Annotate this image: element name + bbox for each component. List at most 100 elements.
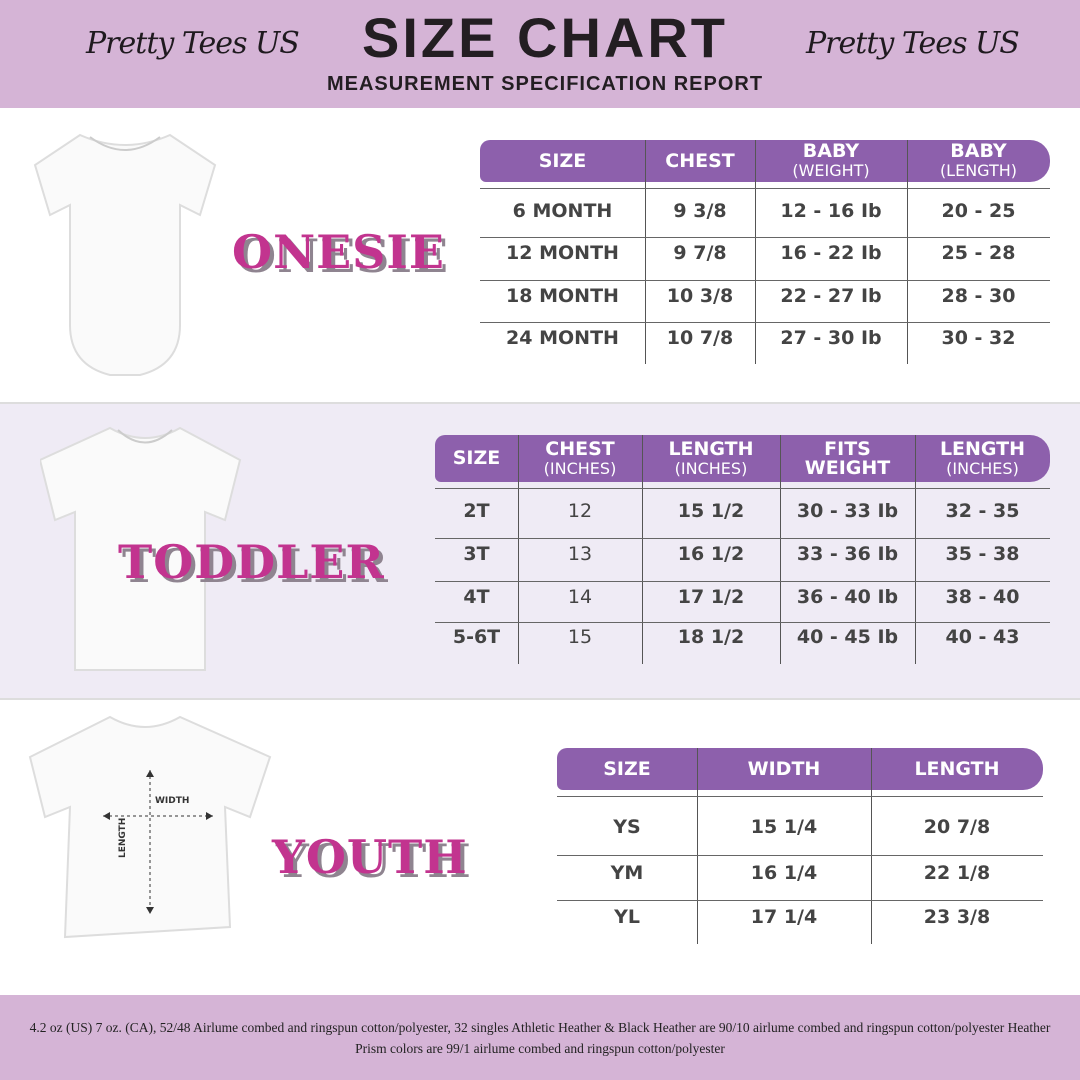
column-header: CHEST bbox=[645, 140, 755, 182]
table-cell: 15 1/4 bbox=[750, 816, 818, 838]
column-header: SIZE bbox=[435, 435, 518, 482]
column-divider bbox=[642, 435, 643, 664]
column-header-main: FITS bbox=[824, 437, 871, 460]
column-divider bbox=[871, 748, 872, 944]
table-cell: 20 - 25 bbox=[941, 200, 1016, 222]
table-cell: 13 bbox=[567, 543, 593, 565]
column-header-sub: (INCHES) bbox=[946, 458, 1019, 478]
column-header-main: LENGTH bbox=[668, 437, 754, 460]
row-divider bbox=[435, 622, 1050, 623]
column-divider bbox=[518, 435, 519, 664]
diagram-width-label: WIDTH bbox=[155, 796, 190, 806]
table-cell: 17 1/2 bbox=[677, 586, 745, 608]
column-header-main: LENGTH bbox=[914, 757, 1000, 780]
column-header: FITS WEIGHT bbox=[780, 435, 915, 482]
column-header-main: CHEST bbox=[545, 437, 615, 460]
row-divider bbox=[480, 280, 1050, 281]
column-header: SIZE bbox=[557, 748, 697, 790]
column-header-sub: WEIGHT bbox=[804, 456, 891, 479]
table-cell: 36 - 40 Ib bbox=[796, 586, 899, 608]
table-cell: 2T bbox=[463, 500, 490, 522]
column-header-sub: (INCHES) bbox=[674, 458, 748, 478]
toddler-tshirt-image bbox=[40, 426, 242, 671]
table-cell: 32 - 35 bbox=[945, 500, 1020, 522]
column-header-main: SIZE bbox=[603, 757, 651, 780]
header-banner: Pretty Tees US Pretty Tees US SIZE CHART… bbox=[0, 0, 1080, 108]
column-divider bbox=[780, 435, 781, 664]
row-divider bbox=[480, 237, 1050, 238]
table-cell: 27 - 30 Ib bbox=[780, 327, 882, 349]
column-header-main: SIZE bbox=[538, 149, 587, 172]
table-cell: 38 - 40 bbox=[945, 586, 1020, 608]
table-cell: 15 bbox=[567, 626, 593, 648]
table-cell: 18 1/2 bbox=[677, 626, 745, 648]
table-cell: 15 1/2 bbox=[677, 500, 745, 522]
column-header: LENGTH (INCHES) bbox=[642, 435, 780, 482]
table-cell: 12 - 16 Ib bbox=[780, 200, 882, 222]
table-cell: 16 1/4 bbox=[750, 862, 818, 884]
youth-table-header: SIZE WIDTH LENGTH bbox=[557, 748, 1043, 790]
column-divider bbox=[755, 140, 756, 364]
footer-banner: 4.2 oz (US) 7 oz. (CA), 52/48 Airlume co… bbox=[0, 995, 1080, 1080]
column-header: BABY (WEIGHT) bbox=[755, 140, 907, 182]
row-divider bbox=[435, 488, 1050, 489]
table-cell: 20 7/8 bbox=[923, 816, 991, 838]
onesie-table-header: SIZE CHEST BABY (WEIGHT) BABY (LENGTH) bbox=[480, 140, 1050, 182]
fabric-description: 4.2 oz (US) 7 oz. (CA), 52/48 Airlume co… bbox=[29, 1020, 1051, 1056]
column-header-main: CHEST bbox=[665, 149, 735, 172]
column-header-main: BABY bbox=[802, 140, 860, 162]
table-cell: 40 - 45 Ib bbox=[796, 626, 899, 648]
table-cell: 12 MONTH bbox=[506, 242, 619, 264]
row-divider bbox=[435, 581, 1050, 582]
column-divider bbox=[645, 140, 646, 364]
table-cell: 9 7/8 bbox=[673, 242, 727, 264]
column-header: SIZE bbox=[480, 140, 645, 182]
table-cell: 30 - 33 Ib bbox=[796, 500, 899, 522]
table-cell: 35 - 38 bbox=[945, 543, 1020, 565]
diagram-length-label: LENGTH bbox=[118, 817, 128, 858]
column-header-main: WIDTH bbox=[747, 757, 821, 780]
table-cell: 22 1/8 bbox=[923, 862, 991, 884]
youth-tshirt-diagram bbox=[28, 715, 272, 939]
youth-category-label: YOUTH bbox=[272, 830, 468, 884]
table-cell: YS bbox=[613, 816, 641, 838]
column-header-main: LENGTH bbox=[939, 437, 1026, 460]
column-divider bbox=[907, 140, 908, 364]
toddler-category-label: TODDLER bbox=[118, 535, 385, 589]
page-subtitle: MEASUREMENT SPECIFICATION REPORT bbox=[326, 73, 764, 95]
column-header-sub: (INCHES) bbox=[543, 458, 617, 478]
brand-logo-left: Pretty Tees US bbox=[86, 26, 300, 61]
table-cell: YM bbox=[610, 862, 644, 884]
table-cell: 18 MONTH bbox=[506, 285, 619, 307]
table-cell: 33 - 36 Ib bbox=[796, 543, 899, 565]
table-cell: 10 7/8 bbox=[666, 327, 734, 349]
table-cell: 22 - 27 Ib bbox=[780, 285, 882, 307]
table-cell: 10 3/8 bbox=[666, 285, 734, 307]
onesie-category-label: ONESIE bbox=[232, 225, 445, 279]
column-divider bbox=[697, 748, 698, 944]
table-cell: 23 3/8 bbox=[923, 906, 991, 928]
table-cell: 14 bbox=[567, 586, 593, 608]
table-cell: 17 1/4 bbox=[750, 906, 818, 928]
brand-logo-right: Pretty Tees US bbox=[806, 26, 1020, 61]
table-cell: 6 MONTH bbox=[512, 200, 613, 222]
column-header: BABY (LENGTH) bbox=[907, 140, 1050, 182]
table-cell: 24 MONTH bbox=[506, 327, 619, 349]
column-header-sub: (LENGTH) bbox=[939, 161, 1018, 180]
table-cell: 28 - 30 bbox=[941, 285, 1016, 307]
table-cell: 40 - 43 bbox=[945, 626, 1020, 648]
column-header: LENGTH (INCHES) bbox=[915, 435, 1050, 482]
column-header-sub: (WEIGHT) bbox=[792, 161, 870, 180]
row-divider bbox=[480, 188, 1050, 189]
column-divider bbox=[915, 435, 916, 664]
row-divider bbox=[480, 322, 1050, 323]
table-cell: 16 1/2 bbox=[677, 543, 745, 565]
table-cell: 30 - 32 bbox=[941, 327, 1016, 349]
page-title: SIZE CHART bbox=[362, 6, 728, 69]
column-header: CHEST (INCHES) bbox=[518, 435, 642, 482]
table-cell: 5-6T bbox=[452, 626, 501, 648]
column-header: LENGTH bbox=[871, 748, 1043, 790]
table-cell: 9 3/8 bbox=[673, 200, 727, 222]
column-header: WIDTH bbox=[697, 748, 871, 790]
table-cell: 25 - 28 bbox=[941, 242, 1016, 264]
